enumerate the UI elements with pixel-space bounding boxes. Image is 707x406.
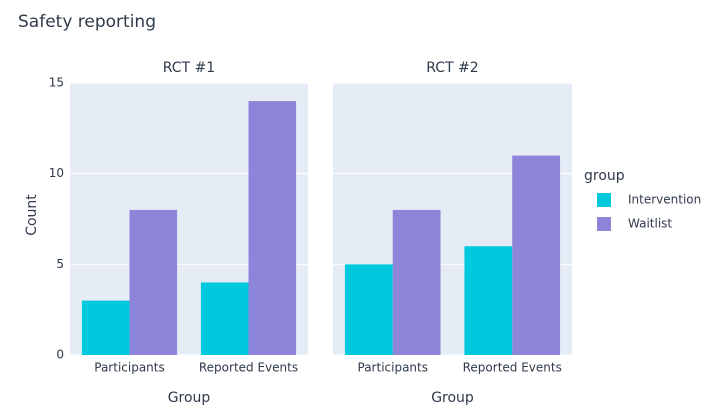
legend-swatch bbox=[597, 217, 611, 231]
y-tick-label: 15 bbox=[49, 76, 64, 90]
bar bbox=[200, 282, 249, 355]
y-tick-label: 0 bbox=[56, 348, 64, 362]
bar bbox=[392, 209, 441, 355]
x-tick-label: Reported Events bbox=[199, 361, 298, 375]
panel-title: RCT #2 bbox=[426, 60, 478, 76]
legend-swatch bbox=[597, 193, 611, 207]
bar bbox=[248, 101, 297, 355]
x-tick-label: Participants bbox=[358, 361, 429, 375]
x-tick-label: Reported Events bbox=[463, 361, 562, 375]
bar bbox=[129, 209, 178, 355]
legend-label: Waitlist bbox=[628, 217, 672, 231]
x-axis-label: Group bbox=[431, 390, 474, 406]
page-title: Safety reporting bbox=[18, 12, 156, 32]
x-axis-label: Group bbox=[168, 390, 211, 406]
bar bbox=[344, 264, 393, 355]
bar bbox=[512, 155, 561, 355]
x-tick-label: Participants bbox=[94, 361, 165, 375]
legend-label: Intervention bbox=[628, 193, 701, 207]
y-tick-label: 10 bbox=[49, 166, 64, 180]
legend-title: group bbox=[584, 168, 625, 184]
bar bbox=[464, 246, 513, 355]
panel-title: RCT #1 bbox=[163, 60, 215, 76]
y-tick-label: 5 bbox=[56, 257, 64, 271]
bar bbox=[81, 300, 130, 355]
y-axis-label: Count bbox=[24, 194, 40, 236]
